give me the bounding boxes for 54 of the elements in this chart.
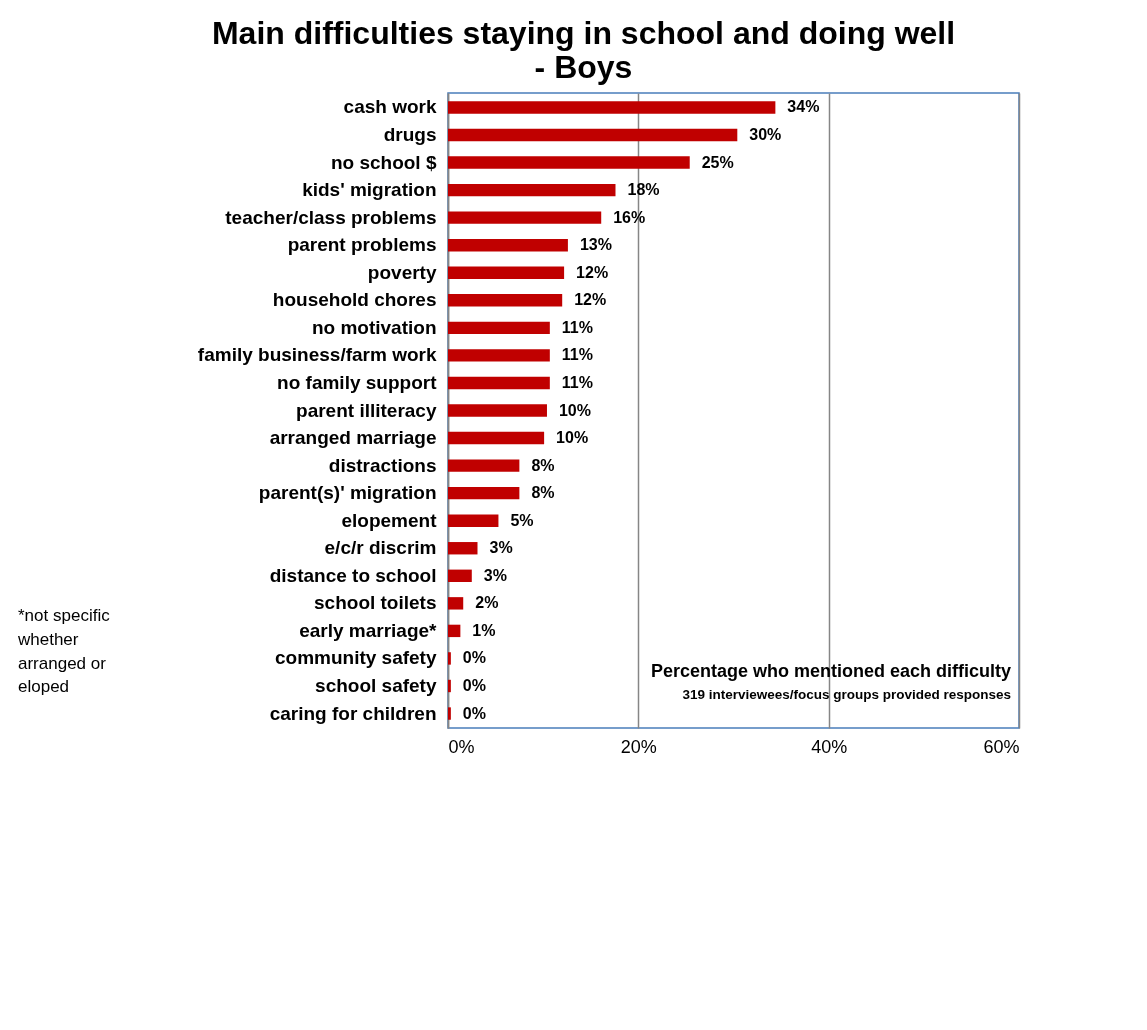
data-label: 18% — [627, 181, 660, 199]
y-tick-label: school safety — [315, 674, 437, 696]
data-label: 11% — [561, 346, 593, 364]
y-tick-label: kids' migration — [302, 179, 437, 201]
data-label: 16% — [613, 208, 646, 226]
y-tick-label: no school $ — [330, 151, 437, 173]
x-tick-label: 0% — [448, 736, 475, 757]
y-tick-label: family business/farm work — [197, 344, 437, 366]
data-label: 1% — [472, 621, 496, 639]
y-tick-label: e/c/r discrim — [324, 537, 437, 559]
y-tick-label: no family support — [277, 371, 438, 393]
y-tick-label: poverty — [367, 261, 437, 283]
data-label: 2% — [475, 594, 499, 612]
data-label: 3% — [489, 539, 513, 557]
data-label: 34% — [787, 98, 820, 116]
data-label: 11% — [561, 373, 593, 391]
y-tick-label: parent(s)' migration — [258, 482, 437, 504]
y-tick-label: drugs — [383, 124, 437, 146]
data-label: 5% — [510, 511, 534, 529]
data-label: 0% — [462, 649, 486, 667]
chart-title: Main difficulties staying in school and doing well - Boys — [211, 15, 956, 85]
y-tick-label: elopement — [341, 509, 438, 531]
data-label: 12% — [576, 263, 609, 281]
data-label: 10% — [558, 401, 591, 419]
data-label: 10% — [556, 429, 589, 447]
y-tick-label: no motivation — [311, 316, 437, 338]
text: *not specific whether arranged or eloped — [17, 606, 111, 697]
data-label: 8% — [531, 456, 555, 474]
data-label: 13% — [579, 236, 612, 254]
y-tick-label: parent problems — [287, 234, 437, 256]
x-tick-label: 40% — [811, 736, 848, 757]
y-tick-label: household chores — [272, 289, 437, 311]
data-label: 0% — [462, 676, 486, 694]
y-tick-label: community safety — [274, 647, 437, 669]
data-label: 30% — [749, 126, 782, 144]
data-label: 8% — [531, 484, 555, 502]
y-tick-label: arranged marriage — [269, 427, 437, 449]
data-label: 3% — [483, 566, 507, 584]
annotation: 319 interviewees/focus groups provided responses — [682, 687, 1011, 702]
y-tick-label: caring for children — [269, 702, 437, 724]
x-tick-label: 60% — [983, 736, 1020, 757]
y-tick-label: early marriage* — [299, 619, 438, 641]
x-tick-label: 20% — [620, 736, 657, 757]
data-label: 12% — [574, 291, 607, 309]
y-tick-label: distance to school — [269, 564, 437, 586]
annotation: Percentage who mentioned each difficulty — [650, 661, 1011, 681]
data-label: 11% — [561, 318, 593, 336]
data-label: 0% — [462, 704, 486, 722]
y-tick-label: cash work — [343, 96, 437, 118]
y-tick-label: school toilets — [314, 592, 437, 614]
data-label: 25% — [701, 153, 734, 171]
y-tick-label: teacher/class problems — [225, 206, 437, 228]
y-tick-label: distractions — [328, 454, 437, 476]
y-tick-label: parent illiteracy — [296, 399, 437, 421]
